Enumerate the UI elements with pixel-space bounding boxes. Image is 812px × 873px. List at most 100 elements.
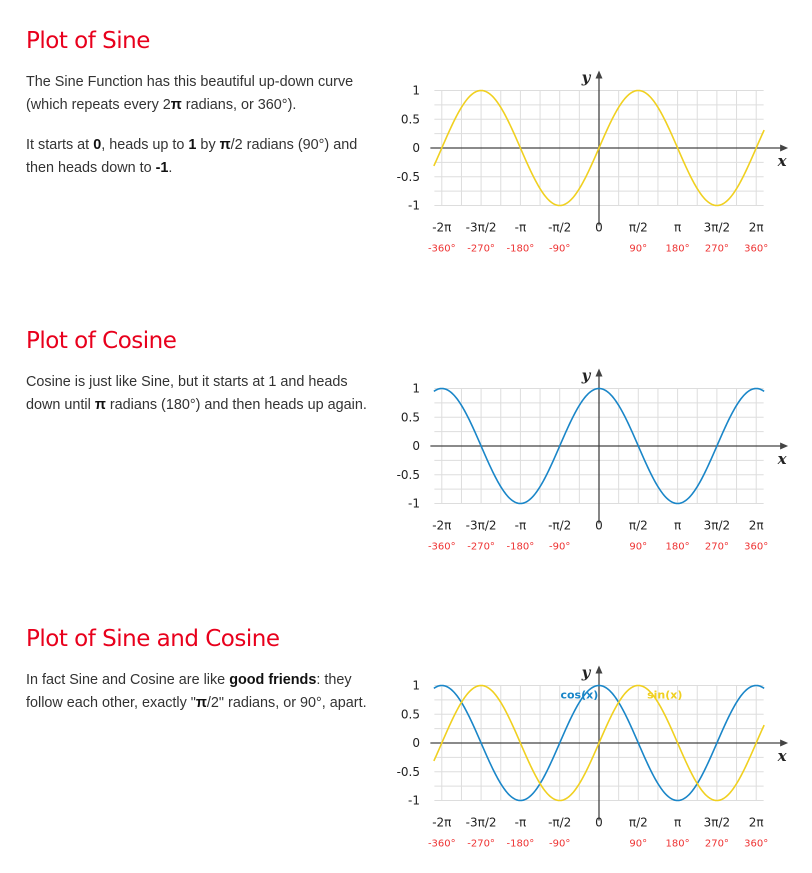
x-tick-label: 2π [749, 519, 764, 533]
emphasis-good-friends: good friends [229, 672, 317, 688]
text-segment: The Sine Function has this beautiful up-… [26, 74, 354, 113]
x-tick-label: -3π/2 [466, 519, 497, 533]
x-tick-label: π/2 [629, 519, 648, 533]
x-degree-label: -270° [467, 542, 495, 553]
y-tick-label: -0.5 [397, 765, 420, 779]
x-degree-label: -90° [549, 244, 570, 255]
cos-curve [433, 387, 765, 505]
x-axis-arrow [780, 144, 789, 152]
x-tick-label: 0 [595, 816, 603, 830]
x-degree-label: -90° [549, 542, 570, 553]
x-degree-label: 180° [666, 542, 690, 553]
y-tick-label: 0 [412, 439, 420, 453]
x-degree-label: -270° [467, 839, 495, 850]
y-axis-arrow [595, 665, 603, 674]
y-tick-label: -0.5 [397, 170, 420, 184]
sine-paragraph-2: It starts at 0, heads up to 1 by π/2 rad… [26, 134, 381, 180]
x-degree-label: 360° [744, 839, 768, 850]
sine-plot: x y 1 0.5 0 -0.5 -1 -2π -360° -3π/2 -270° -π -180° -π… [397, 69, 789, 255]
pi-symbol: π [219, 137, 231, 153]
x-axis-label: x [777, 450, 788, 468]
cos-series-label: cos(x) [560, 689, 598, 702]
y-tick-label: -1 [408, 497, 420, 511]
x-tick-label: π [674, 519, 681, 533]
y-tick-label: 0.5 [401, 112, 420, 126]
x-tick-label: 0 [595, 221, 603, 235]
sin-series-label: sin(x) [647, 689, 682, 702]
x-tick-label: π [674, 221, 681, 235]
x-degree-label: -360° [428, 839, 456, 850]
x-tick-label: -π/2 [548, 519, 571, 533]
pi-symbol: π [195, 695, 207, 711]
text-segment: radians (180°) and then heads up again. [105, 397, 367, 413]
x-degree-label: 180° [666, 839, 690, 850]
x-degree-label: -180° [507, 839, 535, 850]
y-tick-label: -1 [408, 199, 420, 213]
x-degree-label: -360° [428, 542, 456, 553]
x-tick-label: π/2 [629, 221, 648, 235]
text-segment: : they follow each other, exactly " [26, 672, 352, 711]
y-axis-arrow [595, 70, 603, 79]
y-tick-label: 0.5 [401, 707, 420, 721]
x-tick-label: -3π/2 [466, 816, 497, 830]
x-tick-label: 3π/2 [704, 221, 731, 235]
x-tick-label: 2π [749, 816, 764, 830]
pi-symbol: π [170, 97, 182, 113]
sin-curve [433, 89, 765, 207]
y-tick-label: 0 [412, 141, 420, 155]
sin-curve [433, 684, 765, 802]
y-tick-label: 0 [412, 736, 420, 750]
x-axis-label: x [777, 152, 788, 170]
sine-cosine-plot: x y 1 0.5 0 -0.5 -1 -2π -360° -3π/2 -270° -π -180° -π… [397, 664, 789, 850]
x-degree-label: 270° [705, 839, 729, 850]
text-segment: radians, or 360°). [181, 97, 297, 113]
x-axis-label: x [777, 747, 788, 765]
x-tick-label: π/2 [629, 816, 648, 830]
x-degree-label: 270° [705, 244, 729, 255]
x-degree-label: 180° [666, 244, 690, 255]
x-axis-arrow [780, 739, 789, 747]
x-tick-label: -2π [432, 816, 451, 830]
y-tick-label: 0.5 [401, 410, 420, 424]
y-tick-label: 1 [412, 679, 420, 693]
emphasis-one: 1 [188, 137, 197, 153]
y-tick-label: 1 [412, 382, 420, 396]
text-segment: /2 radians (90°) and then heads down to [26, 137, 358, 176]
x-degree-label: 360° [744, 542, 768, 553]
x-degree-label: -90° [549, 839, 570, 850]
sine-cosine-paragraph-1: In fact Sine and Cosine are like good fr… [26, 669, 381, 715]
x-tick-label: 3π/2 [704, 816, 731, 830]
x-tick-label: -3π/2 [466, 221, 497, 235]
x-degree-label: -360° [428, 244, 456, 255]
text-segment: In fact Sine and Cosine are like [26, 672, 230, 688]
x-tick-label: -2π [432, 519, 451, 533]
emphasis-minus-one: -1 [155, 160, 169, 176]
x-degree-label: -180° [507, 542, 535, 553]
x-degree-label: 90° [629, 839, 647, 850]
y-axis-label: y [581, 664, 592, 682]
x-tick-label: -2π [432, 221, 451, 235]
x-tick-label: -π/2 [548, 816, 571, 830]
y-axis-arrow [595, 368, 603, 377]
cosine-paragraph-1: Cosine is just like Sine, but it starts … [26, 371, 381, 417]
x-degree-label: 270° [705, 542, 729, 553]
y-axis-label: y [581, 367, 592, 385]
x-tick-label: -π/2 [548, 221, 571, 235]
x-tick-label: π [674, 816, 681, 830]
y-axis-label: y [581, 69, 592, 87]
y-tick-label: -1 [408, 794, 420, 808]
x-tick-label: 2π [749, 221, 764, 235]
emphasis-zero: 0 [93, 137, 102, 153]
x-tick-label: 0 [595, 519, 603, 533]
x-degree-label: 90° [629, 542, 647, 553]
x-axis-arrow [780, 442, 789, 450]
text-segment: Cosine is just like Sine, but it starts … [26, 374, 348, 413]
cosine-plot: x y 1 0.5 0 -0.5 -1 -2π -360° -3π/2 -270° -π -180° -π… [397, 367, 789, 553]
x-degree-label: -270° [467, 244, 495, 255]
x-tick-label: -π [515, 816, 527, 830]
y-tick-label: 1 [412, 84, 420, 98]
text-segment: /2" radians, or 90°, apart. [206, 695, 367, 711]
x-tick-label: -π [515, 519, 527, 533]
text-segment: , heads up to [101, 137, 189, 153]
sine-heading: Plot of Sine [26, 28, 150, 54]
